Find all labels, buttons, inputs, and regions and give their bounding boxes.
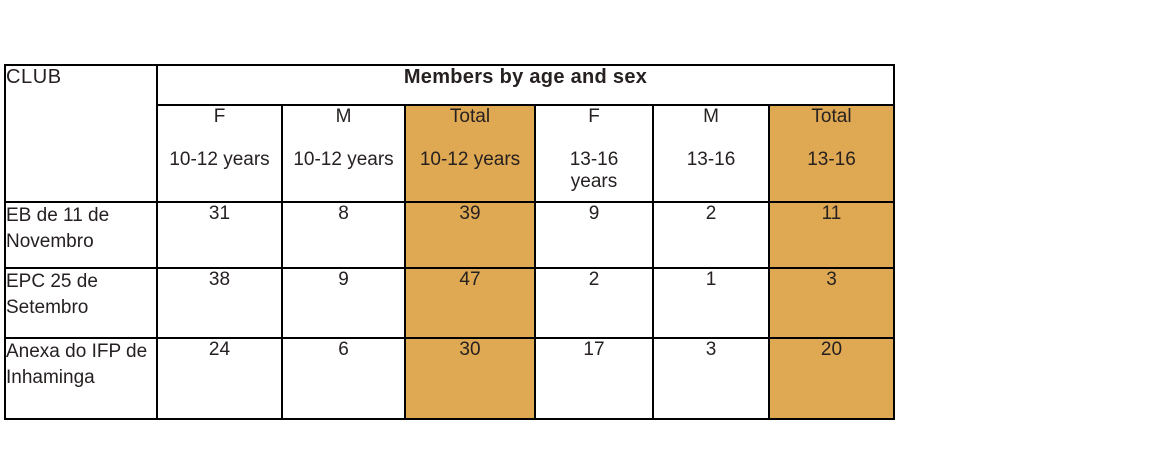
value-cell: 9	[281, 267, 406, 339]
value-cell: 24	[156, 337, 283, 420]
club-column-header: CLUB	[4, 64, 158, 203]
table-row: EPC 25 de Setembro 38 9 47 2 1 3	[4, 267, 895, 339]
value-cell: 6	[281, 337, 406, 420]
value-cell-total: 20	[768, 337, 895, 420]
value-cell: 38	[156, 267, 283, 339]
sex-label: M	[703, 106, 719, 127]
table-row: Anexa do IFP de Inhaminga 24 6 30 17 3 2…	[4, 337, 895, 420]
age-label: 13-16	[686, 149, 736, 170]
value-cell-total: 47	[404, 267, 536, 339]
age-label: 10-12 years	[293, 149, 394, 170]
value-cell-total: 3	[768, 267, 895, 339]
header-total-10-12: Total 10-12 years	[404, 104, 536, 203]
value-cell: 9	[534, 201, 654, 269]
club-name-cell: EPC 25 de Setembro	[4, 267, 158, 339]
value-cell: 2	[534, 267, 654, 339]
header-f-13-16: F 13-16 years	[534, 104, 654, 203]
value-cell-total: 11	[768, 201, 895, 269]
value-cell: 3	[652, 337, 770, 420]
club-name-cell: Anexa do IFP de Inhaminga	[4, 337, 158, 420]
age-label: 13-16	[807, 149, 856, 170]
table-title-row: CLUB Members by age and sex	[4, 64, 895, 203]
sex-label: F	[588, 106, 600, 127]
value-cell-total: 30	[404, 337, 536, 420]
club-name-cell: EB de 11 de Novembro	[4, 201, 158, 269]
value-cell-total: 39	[404, 201, 536, 269]
table-subheader-row: F 10-12 years M 10-12 years Total 10-12 …	[5, 104, 895, 203]
members-table-container: CLUB Members by age and sex F 10-12 year…	[4, 64, 895, 420]
sex-label: M	[335, 106, 352, 127]
value-cell: 17	[534, 337, 654, 420]
value-cell: 8	[281, 201, 406, 269]
header-m-13-16: M 13-16	[652, 104, 770, 203]
table-row: EB de 11 de Novembro 31 8 39 9 2 11	[4, 201, 895, 269]
sex-label: Total	[449, 106, 491, 127]
sex-label: F	[213, 106, 226, 127]
header-total-13-16: Total 13-16	[768, 104, 895, 203]
age-label: 13-16 years	[569, 149, 619, 193]
table-title: Members by age and sex	[156, 64, 895, 106]
header-f-10-12: F 10-12 years	[156, 104, 283, 203]
members-by-age-table: CLUB Members by age and sex F 10-12 year…	[4, 64, 895, 420]
value-cell: 31	[156, 201, 283, 269]
age-label: 10-12 years	[169, 149, 270, 170]
value-cell: 2	[652, 201, 770, 269]
header-m-10-12: M 10-12 years	[281, 104, 406, 203]
sex-label: Total	[811, 106, 852, 127]
value-cell: 1	[652, 267, 770, 339]
age-label: 10-12 years	[419, 149, 521, 170]
